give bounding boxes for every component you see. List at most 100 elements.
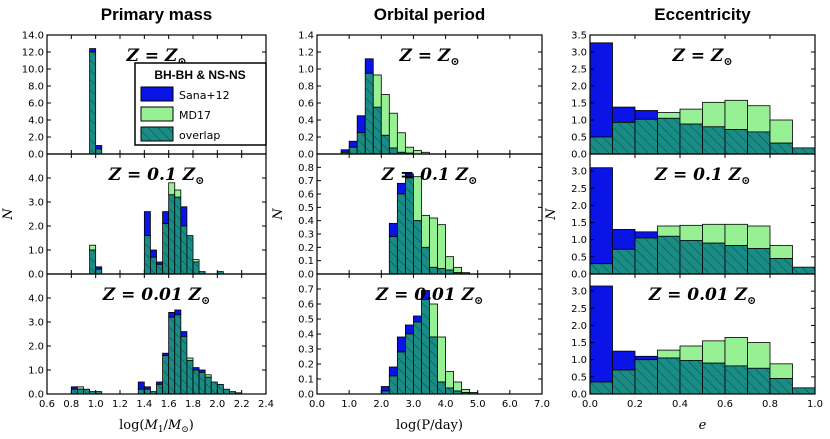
x-tick-label: 1.6 (161, 399, 177, 410)
bar-overlap-hatch (590, 263, 613, 274)
bar-overlap-hatch (770, 258, 793, 274)
x-tick-label: 4.0 (438, 399, 454, 410)
bar-md17 (769, 363, 793, 379)
y-tick-label: 0.0 (571, 150, 587, 161)
y-tick-label: 0.0 (571, 390, 587, 401)
bar-overlap-hatch (235, 392, 242, 394)
bar-overlap-hatch (680, 240, 703, 274)
bar-overlap-hatch (397, 152, 406, 154)
y-axis-label: N (544, 208, 559, 221)
legend-title: BH-BH & NS-NS (154, 68, 245, 82)
bar-md17 (429, 303, 438, 338)
y-tick-label: 1.5 (571, 338, 587, 349)
bar-sana12 (356, 115, 366, 134)
bar-overlap-hatch (373, 107, 382, 154)
bar-sana12 (180, 206, 188, 227)
y-tick-label: 3.0 (571, 48, 587, 59)
bar-sana12 (150, 249, 157, 258)
bar-overlap-hatch (349, 147, 358, 154)
bar-overlap-hatch (71, 389, 78, 394)
bar-overlap-hatch (365, 73, 374, 154)
bar-overlap-hatch (180, 336, 187, 394)
bar-overlap-hatch (89, 52, 96, 154)
y-tick-label: 0.2 (298, 243, 314, 254)
bar-overlap-hatch (635, 359, 658, 394)
bar-sana12 (396, 336, 406, 353)
y-tick-label: 0.1 (298, 256, 314, 267)
panel-metallicity-label: Z = 0.01 Z⊙ (648, 285, 756, 307)
bar-overlap-hatch (612, 249, 635, 274)
y-tick-label: 3.0 (28, 318, 44, 329)
y-tick-label: 0.5 (298, 315, 314, 326)
legend-swatch-overlap-hatch (140, 126, 174, 142)
x-tick-label: 0.4 (672, 399, 688, 410)
bar-overlap-hatch (381, 391, 390, 394)
bar-md17 (747, 105, 771, 133)
chart-eccentricity: Eccentricity 0.0 0.5 1.0 1.5 2.0 2.5 3.0 3.5 Z = … (544, 5, 823, 433)
bar-overlap-hatch (702, 363, 725, 394)
bar-overlap-hatch (150, 391, 157, 394)
bar-sana12 (348, 140, 358, 148)
bar-overlap-hatch (150, 257, 157, 274)
bar-overlap-hatch (217, 271, 224, 274)
y-tick-label: 0.5 (571, 252, 587, 263)
y-tick-label: 0.4 (298, 116, 314, 127)
bar-overlap-hatch (635, 238, 658, 274)
y-tick-label: 3.0 (28, 198, 44, 209)
bar-md17 (702, 223, 726, 244)
panel-frame (589, 273, 816, 395)
y-tick-label: 0.4 (298, 330, 314, 341)
x-tick-label: 0.8 (63, 399, 79, 410)
bar-overlap-hatch (590, 382, 613, 394)
bar-overlap-hatch (217, 384, 224, 394)
panel-0: 0.0 0.2 0.4 0.6 0.8 1.0 1.2 1.4 Z = Z⊙ (298, 31, 543, 161)
bar-overlap-hatch (747, 131, 770, 154)
legend-label-overlap: overlap (179, 129, 220, 142)
y-tick-label: 0.7 (298, 176, 314, 187)
y-tick-label: 0.2 (298, 360, 314, 371)
bar-overlap-hatch (590, 137, 613, 154)
bar-md17 (769, 245, 793, 259)
panel-2: 0.0 0.1 0.2 0.3 0.4 0.5 0.6 0.7 Z = 0.01 Z⊙ (298, 273, 543, 401)
bar-overlap-hatch (144, 235, 151, 274)
plots-layer: Primary mass 0.0 2.0 4.0 6.0 8.0 10.0 12.0 14.0 Z… (1, 5, 823, 435)
x-tick-label: 0.0 (582, 399, 598, 410)
x-tick-label: 3.0 (405, 399, 421, 410)
panel-metallicity-label: Z = 0.01 Z⊙ (102, 285, 210, 307)
y-tick-label: 1.0 (28, 366, 44, 377)
y-tick-label: 0.3 (298, 230, 314, 241)
bar-sana12 (589, 167, 613, 265)
bar-overlap-hatch (389, 236, 398, 274)
bar-overlap-hatch (657, 358, 680, 394)
bar-overlap-hatch (725, 129, 748, 154)
y-tick-label: 0.0 (28, 390, 44, 401)
bar-sana12 (404, 324, 414, 335)
x-tick-label: 2.0 (209, 399, 225, 410)
bar-overlap-hatch (792, 267, 815, 274)
x-tick-label: 0.8 (762, 399, 778, 410)
bar-overlap-hatch (725, 365, 748, 394)
bar-overlap-hatch (405, 334, 414, 394)
chart-title: Eccentricity (654, 5, 751, 24)
bar-md17 (747, 342, 771, 369)
bar-overlap-hatch (469, 392, 478, 394)
bar-md17 (747, 225, 771, 250)
bar-overlap-hatch (680, 124, 703, 154)
bar-md17 (445, 256, 455, 271)
bar-overlap-hatch (138, 389, 145, 394)
y-tick-label: 1.0 (571, 116, 587, 127)
x-axis-label: log(M1/M⊙) (119, 418, 194, 435)
y-tick-label: 1.5 (571, 99, 587, 110)
bar-md17 (89, 244, 97, 251)
panel-1: 0.0 0.1 0.2 0.3 0.4 0.5 0.6 0.7 0.8 Z = 0.1 Z⊙ (298, 153, 543, 281)
y-tick-label: 3.5 (571, 31, 587, 42)
y-tick-label: 0.0 (298, 390, 314, 401)
y-tick-label: 2.5 (571, 304, 587, 315)
bar-overlap-hatch (413, 322, 422, 394)
y-tick-label: 2.5 (571, 65, 587, 76)
bar-overlap-hatch (429, 267, 438, 274)
bar-sana12 (634, 231, 658, 239)
y-tick-label: 0.5 (571, 133, 587, 144)
bar-overlap-hatch (445, 388, 454, 394)
y-tick-label: 8.0 (28, 82, 44, 93)
